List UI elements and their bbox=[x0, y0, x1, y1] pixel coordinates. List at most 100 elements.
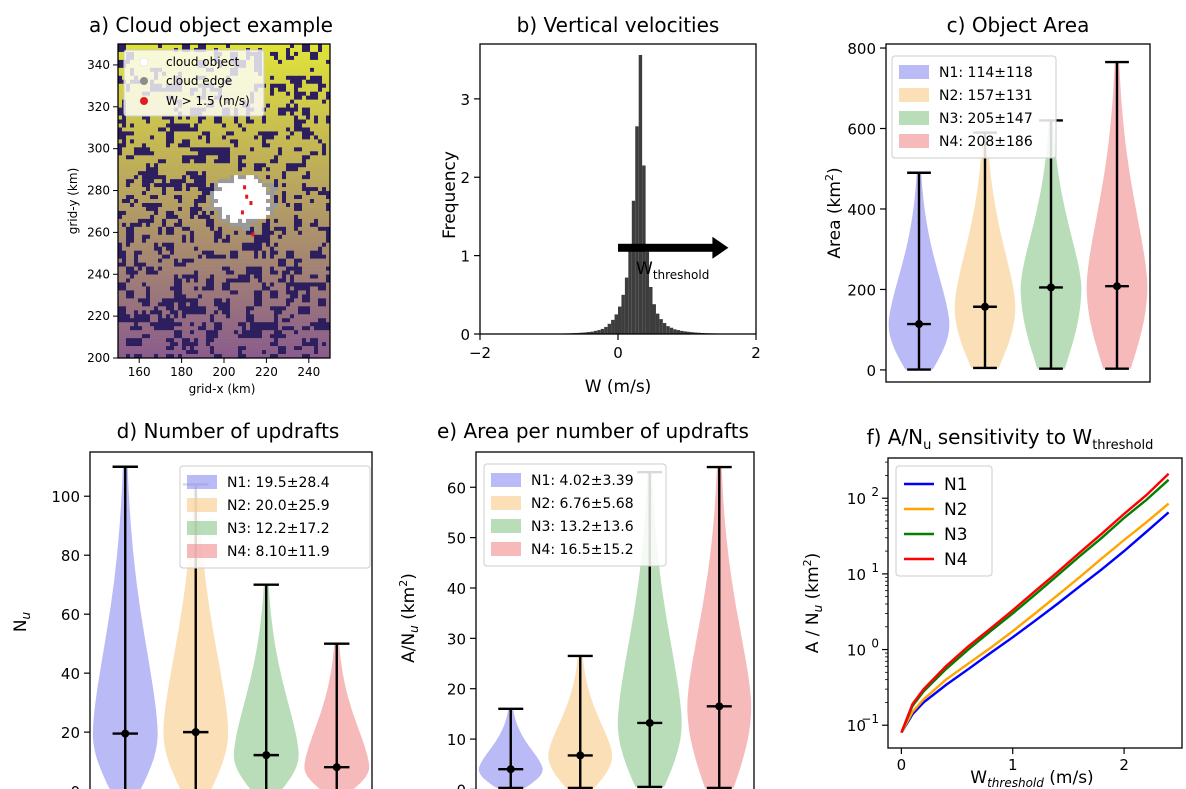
map-cell bbox=[218, 326, 223, 331]
map-cell bbox=[194, 159, 199, 164]
map-cell bbox=[298, 187, 303, 192]
map-cell bbox=[270, 59, 275, 65]
map-cell bbox=[162, 250, 167, 255]
map-cell bbox=[118, 254, 123, 259]
map-cell bbox=[210, 306, 215, 311]
map-cell bbox=[306, 306, 311, 311]
map-cell bbox=[130, 290, 135, 295]
map-cell bbox=[194, 222, 199, 228]
map-cell bbox=[242, 131, 247, 136]
map-cell bbox=[322, 75, 327, 81]
map-cell bbox=[178, 286, 183, 291]
map-cell bbox=[250, 139, 255, 144]
map-cell bbox=[246, 171, 251, 176]
map-cell bbox=[242, 266, 247, 271]
map-cell bbox=[142, 318, 147, 323]
map-cell bbox=[190, 250, 195, 255]
map-cell bbox=[274, 123, 279, 128]
map-cell bbox=[138, 282, 143, 287]
map-cell bbox=[246, 254, 251, 259]
map-cell bbox=[294, 63, 299, 69]
map-cell bbox=[318, 183, 323, 188]
map-cell bbox=[198, 250, 203, 255]
map-cell bbox=[122, 115, 127, 120]
map-cell bbox=[126, 250, 131, 255]
map-cell bbox=[134, 274, 139, 279]
map-cell bbox=[298, 151, 303, 156]
map-cell bbox=[166, 127, 171, 132]
map-cell bbox=[146, 254, 151, 259]
map-cell bbox=[166, 254, 171, 259]
map-cell bbox=[298, 195, 303, 200]
map-cell bbox=[270, 202, 275, 208]
map-cell bbox=[222, 262, 227, 267]
map-cell bbox=[174, 270, 179, 275]
map-cell bbox=[206, 135, 211, 140]
map-cell bbox=[318, 195, 323, 200]
map-cell bbox=[198, 163, 203, 168]
map-cell bbox=[206, 191, 211, 196]
map-cell bbox=[122, 187, 127, 192]
legend-marker-updraft bbox=[140, 97, 148, 105]
map-cell bbox=[258, 214, 263, 220]
map-cell bbox=[258, 123, 263, 128]
map-cell bbox=[326, 131, 331, 136]
map-cell bbox=[174, 350, 179, 355]
map-cell bbox=[206, 183, 211, 188]
map-cell bbox=[130, 214, 135, 220]
map-cell bbox=[310, 123, 315, 128]
map-cell bbox=[162, 330, 167, 335]
map-cell bbox=[150, 44, 155, 49]
map-cell bbox=[118, 270, 123, 275]
map-cell bbox=[214, 175, 219, 180]
map-cell bbox=[126, 238, 131, 244]
map-cell bbox=[186, 310, 191, 315]
legend-label: N1 bbox=[944, 475, 968, 495]
map-cell bbox=[214, 298, 219, 303]
map-cell bbox=[254, 115, 259, 120]
map-cell bbox=[202, 334, 207, 339]
map-cell bbox=[314, 314, 319, 319]
map-cell bbox=[238, 206, 243, 212]
map-cell bbox=[210, 159, 215, 164]
map-cell bbox=[142, 298, 147, 303]
x-tick-label: 2 bbox=[1119, 756, 1129, 774]
y-tick-label: 1 bbox=[460, 248, 470, 266]
map-cell bbox=[266, 83, 271, 89]
map-cell bbox=[250, 314, 255, 319]
map-cell bbox=[322, 206, 327, 212]
map-cell bbox=[302, 147, 307, 152]
map-cell bbox=[186, 171, 191, 176]
map-cell bbox=[238, 127, 243, 132]
map-cell bbox=[202, 139, 207, 144]
map-cell bbox=[298, 44, 303, 49]
map-cell bbox=[314, 123, 319, 128]
map-cell bbox=[118, 206, 123, 212]
map-cell bbox=[238, 310, 243, 315]
map-cell bbox=[170, 139, 175, 144]
map-cell bbox=[118, 171, 123, 176]
map-cell bbox=[298, 218, 303, 224]
map-cell bbox=[202, 254, 207, 259]
map-cell bbox=[138, 246, 143, 251]
map-cell bbox=[302, 87, 307, 92]
map-cell bbox=[230, 238, 235, 244]
map-cell bbox=[218, 226, 223, 232]
legend-label: N2: 157±131 bbox=[939, 88, 1033, 104]
map-cell bbox=[190, 199, 195, 204]
map-cell bbox=[250, 210, 255, 216]
hist-bar bbox=[628, 247, 632, 334]
map-cell bbox=[194, 115, 199, 120]
map-cell bbox=[202, 123, 207, 128]
map-cell bbox=[198, 346, 203, 351]
map-cell bbox=[162, 171, 167, 176]
map-cell bbox=[270, 278, 275, 283]
map-cell bbox=[294, 254, 299, 259]
map-cell bbox=[130, 127, 135, 132]
map-cell bbox=[234, 115, 239, 120]
map-cell bbox=[286, 314, 291, 319]
map-cell bbox=[294, 103, 299, 108]
map-cell bbox=[186, 262, 191, 267]
map-cell bbox=[274, 191, 279, 196]
map-cell bbox=[286, 210, 291, 216]
